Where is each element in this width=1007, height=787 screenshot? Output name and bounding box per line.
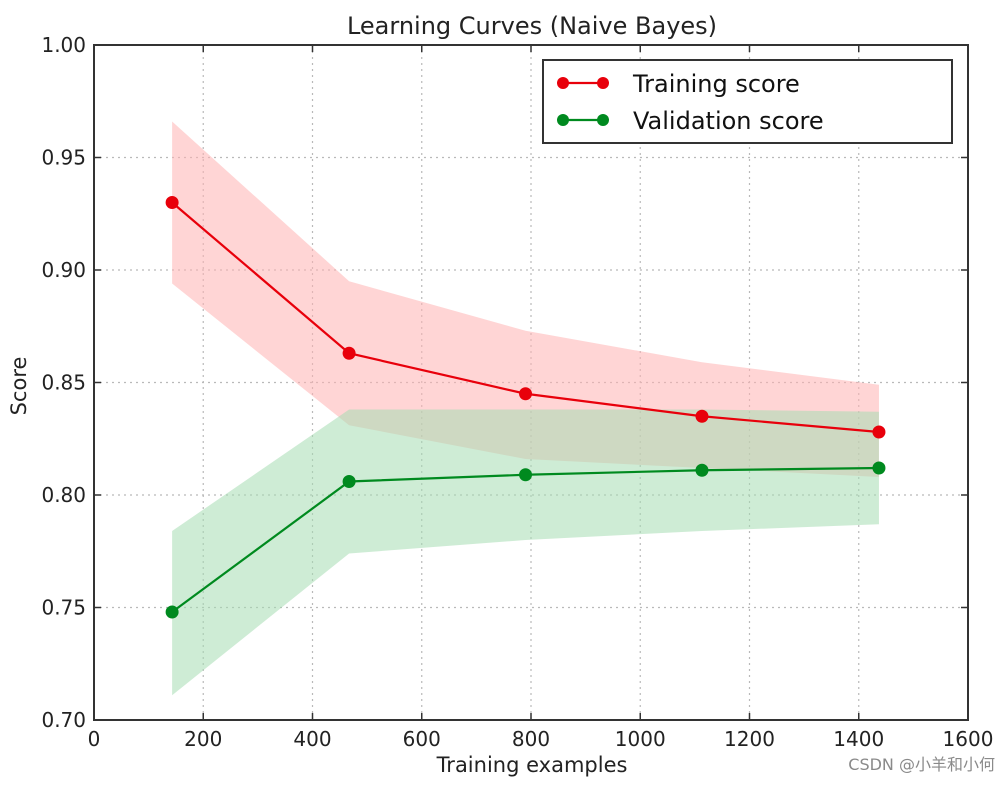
x-tick-label: 1400 [833,727,884,751]
chart-title: Learning Curves (Naive Bayes) [347,12,717,40]
y-axis-label: Score [7,357,31,416]
y-tick-label: 0.75 [41,596,86,620]
training-score-point [165,196,179,209]
training-score-band [172,121,879,477]
training-score-point [519,387,533,401]
y-tick-label: 0.95 [41,146,86,170]
x-tick-label: 1600 [943,727,994,751]
validation-score-point [519,468,533,482]
watermark-text: CSDN @小羊和小何 [848,755,995,774]
x-tick-label: 400 [293,727,331,751]
y-tick-label: 0.80 [41,483,86,507]
y-tick-label: 0.85 [41,371,86,395]
legend-training-marker [557,77,569,89]
validation-score-point [165,605,179,619]
x-tick-label: 200 [184,727,222,751]
x-tick-label: 800 [512,727,550,751]
y-tick-label: 0.70 [41,708,86,732]
x-tick-label: 0 [88,727,101,751]
x-tick-label: 600 [403,727,441,751]
legend-training-label: Training score [632,70,800,98]
validation-score-point [695,463,709,477]
validation-score-point [872,461,886,475]
y-tick-label: 1.00 [41,33,86,57]
training-score-point [695,409,709,423]
validation-score-point [342,475,356,488]
legend-validation-label: Validation score [633,107,824,135]
y-tick-label: 0.90 [41,258,86,282]
plot-layer: 0 200 400 600 800 1000 1200 1400 1600 0.70 0.75 0.8… [41,33,993,751]
training-score-point [342,346,356,360]
legend-validation-marker [557,114,569,126]
x-tick-label: 1000 [615,727,666,751]
training-score-point [872,425,886,439]
legend-box [542,59,953,144]
plot-border [93,44,969,721]
legend-validation-marker [597,114,609,126]
x-tick-label: 1200 [724,727,775,751]
x-axis-label: Training examples [436,753,628,777]
legend-training-marker [597,77,609,89]
